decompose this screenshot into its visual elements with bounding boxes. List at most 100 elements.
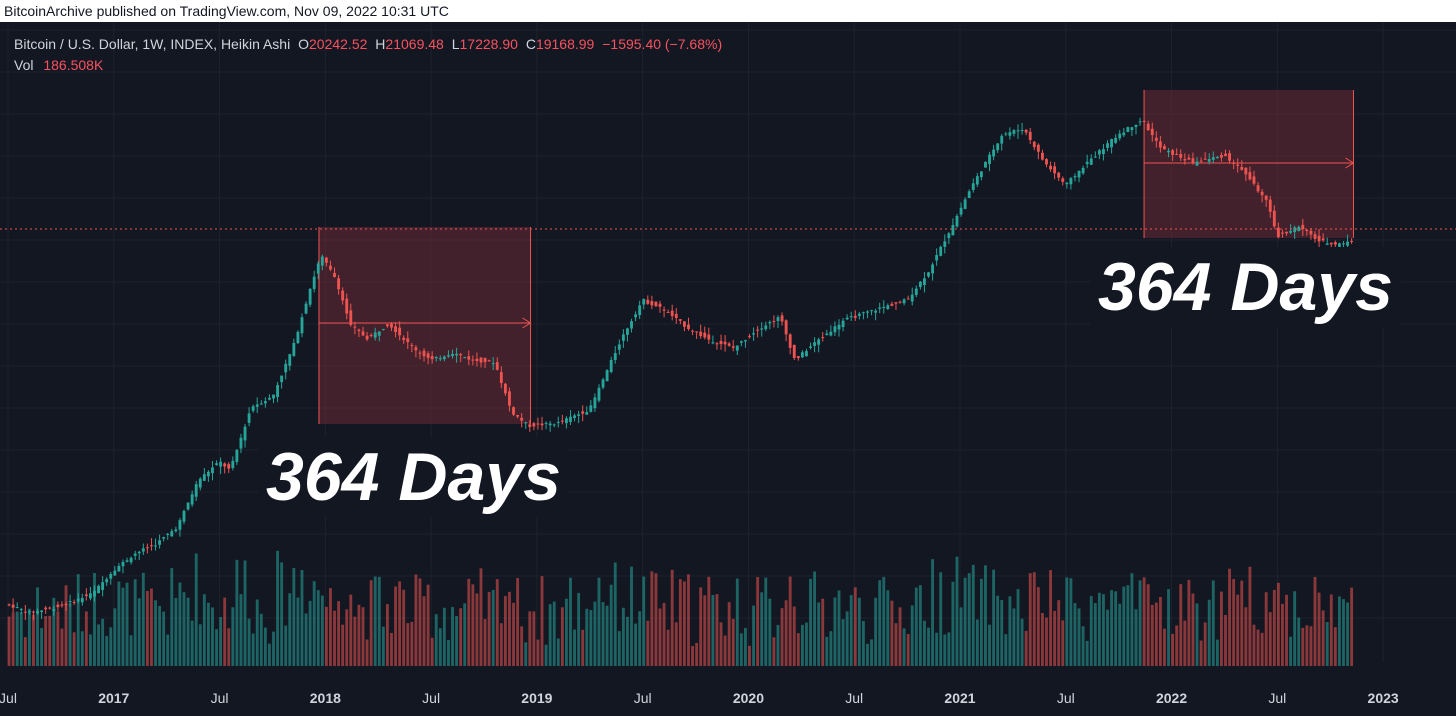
volume-bar (849, 595, 853, 666)
volume-bar (1199, 640, 1203, 666)
volume-bar (1097, 592, 1101, 666)
candle-body (141, 548, 145, 552)
volume-bar (975, 619, 979, 666)
candle-body (617, 344, 621, 350)
price-chart[interactable] (0, 22, 1456, 716)
candle-body (337, 278, 341, 290)
candle-body (658, 303, 662, 307)
volume-bar (910, 605, 914, 666)
volume-bar (565, 598, 568, 666)
candle-body (931, 264, 935, 274)
candle-body (849, 316, 853, 318)
candle-body (695, 331, 699, 333)
candle-body (512, 407, 515, 415)
candle-body (609, 359, 613, 372)
volume-bar (874, 597, 878, 666)
candle-body (979, 171, 983, 178)
candle-body (1220, 154, 1223, 158)
volume-bar (434, 614, 438, 666)
volume-bar (939, 572, 943, 666)
candle-body (97, 585, 100, 594)
volume-bar (646, 620, 650, 666)
volume-bar (1236, 594, 1240, 666)
volume-bar (158, 605, 162, 666)
candle-body (1106, 143, 1109, 148)
volume-bar (748, 645, 751, 666)
legend-open: 20242.52 (309, 36, 368, 52)
candle-body (1337, 243, 1341, 247)
volume-bar (626, 616, 629, 666)
volume-bar (809, 578, 812, 666)
candle-body (1325, 243, 1329, 245)
volume-bar (60, 628, 64, 666)
legend-high: 21069.48 (385, 36, 444, 52)
candle-body (1110, 138, 1114, 148)
volume-bar (272, 631, 275, 666)
volume-bar (508, 591, 511, 666)
candle-body (1276, 227, 1280, 238)
chart-area[interactable]: Bitcoin / U.S. Dollar, 1W, INDEX, Heikin… (0, 22, 1456, 716)
candle-body (565, 418, 568, 424)
volume-bar (870, 639, 873, 666)
volume-bar (447, 640, 450, 666)
candle-body (1004, 133, 1008, 135)
candle-body (601, 379, 605, 388)
volume-bar (719, 622, 723, 666)
volume-bar (768, 598, 772, 666)
volume-bar (174, 597, 178, 666)
candle-body (455, 353, 459, 356)
volume-bar (1175, 625, 1179, 666)
volume-bar (202, 594, 206, 666)
candle-body (890, 303, 894, 306)
candle-body (963, 199, 967, 209)
volume-bar (1252, 624, 1256, 666)
candle-body (121, 561, 125, 567)
volume-bar (1289, 636, 1293, 666)
candle-body (1146, 123, 1150, 131)
candles (7, 117, 1354, 621)
candle-body (227, 464, 231, 469)
volume-bar (141, 572, 145, 666)
volume-bar (206, 602, 210, 666)
volume-bar (1260, 632, 1264, 666)
candle-body (768, 322, 772, 324)
volume-bar (1317, 592, 1321, 666)
volume-bar (145, 590, 149, 666)
volume-bar (654, 573, 658, 666)
legend-vol-label: Vol (14, 57, 34, 73)
candle-body (821, 337, 825, 339)
volume-bar (1134, 609, 1138, 666)
candle-body (1085, 161, 1089, 165)
candle-body (853, 315, 857, 318)
candle-body (495, 362, 499, 370)
candle-body (292, 342, 296, 356)
volume-bar (560, 607, 564, 666)
volume-bar (467, 578, 471, 666)
volume-bar (1110, 590, 1114, 666)
volume-bar (1081, 626, 1085, 666)
candle-body (1069, 178, 1073, 185)
volume-bar (182, 592, 186, 666)
candle-body (487, 360, 491, 362)
volume-bar (125, 582, 129, 666)
volume-bar (727, 602, 731, 666)
candle-body (60, 604, 64, 606)
volume-bar (97, 624, 100, 666)
volume-bar (284, 625, 288, 666)
candle-body (560, 420, 564, 422)
candle-body (1244, 167, 1248, 175)
candle-body (540, 423, 544, 426)
candle-body (211, 467, 214, 474)
candle-body (23, 611, 27, 613)
volume-bar (398, 581, 402, 666)
candle-body (508, 391, 511, 406)
volume-bar (666, 629, 670, 666)
volume-bar (548, 604, 552, 666)
x-tick-label: 2021 (944, 690, 976, 706)
candle-body (198, 478, 202, 488)
candle-body (231, 460, 235, 468)
volume-bar (1085, 640, 1089, 666)
volume-bar (68, 603, 72, 666)
volume-bar (345, 609, 349, 666)
volume-bar (1024, 630, 1028, 666)
